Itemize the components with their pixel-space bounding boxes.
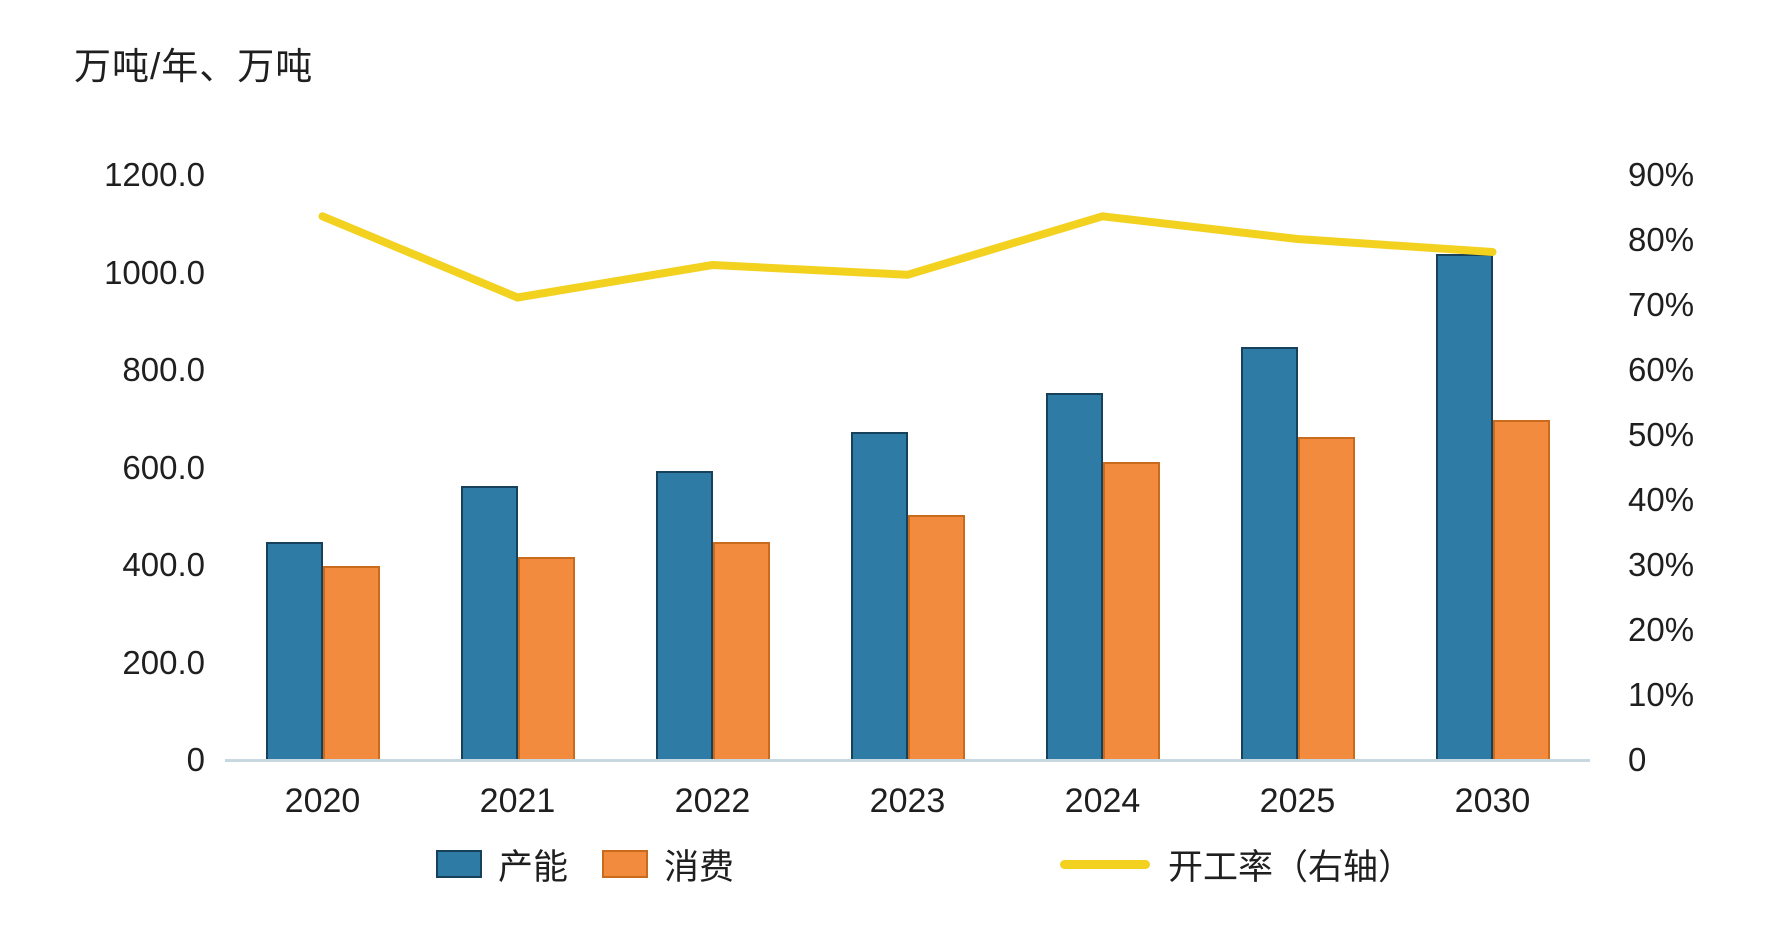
- consumption-swatch-icon: [602, 850, 648, 878]
- axis-unit-label: 万吨/年、万吨: [74, 46, 314, 87]
- left-axis-tick: 200.0: [122, 643, 205, 681]
- x-axis-label: 2024: [1064, 782, 1141, 820]
- x-axis-label: 2021: [479, 782, 556, 820]
- right-axis-tick: 70%: [1628, 286, 1695, 323]
- legend-item-operating-rate: 开工率（右轴）: [1060, 842, 1413, 887]
- right-axis-tick: 10%: [1628, 676, 1695, 713]
- capacity-bar-2021: [460, 486, 518, 759]
- right-axis-tick: 90%: [1628, 156, 1695, 193]
- right-axis-tick: 0: [1628, 741, 1647, 778]
- right-axis-tick: 50%: [1628, 416, 1695, 453]
- legend-item-capacity: 产能: [436, 842, 568, 887]
- x-axis-label: 2020: [284, 782, 361, 820]
- plot-area: [225, 174, 1590, 762]
- capacity-swatch-icon: [436, 850, 482, 878]
- x-axis-label: 2030: [1454, 782, 1531, 820]
- capacity-bar-2030: [1435, 254, 1493, 759]
- right-axis-tick: 60%: [1628, 351, 1695, 388]
- legend: 产能 消费 开工率（右轴）: [0, 842, 1772, 887]
- consumption-bar-2024: [1102, 462, 1160, 759]
- right-axis-tick: 40%: [1628, 481, 1695, 518]
- capacity-bar-2025: [1240, 347, 1298, 759]
- left-axis-tick: 800.0: [122, 351, 205, 388]
- left-axis-tick: 1200.0: [104, 156, 205, 193]
- right-axis-tick: 20%: [1628, 611, 1695, 648]
- legend-label-operating-rate: 开工率（右轴）: [1168, 847, 1414, 887]
- x-axis-label: 2022: [674, 782, 751, 820]
- capacity-bar-2024: [1045, 393, 1103, 759]
- capacity-bar-2023: [850, 432, 908, 759]
- right-axis-tick: 30%: [1628, 546, 1695, 583]
- capacity-bar-2022: [655, 471, 713, 759]
- left-axis-tick: 600.0: [122, 448, 205, 486]
- left-axis-tick: 1000.0: [104, 253, 205, 291]
- x-axis-label: 2025: [1259, 782, 1336, 820]
- legend-label-consumption: 消费: [664, 847, 735, 887]
- capacity-bar-2020: [265, 542, 323, 759]
- consumption-bar-2025: [1297, 437, 1355, 759]
- consumption-bar-2021: [517, 557, 575, 759]
- left-axis-tick: 400.0: [122, 546, 205, 583]
- consumption-bar-2020: [322, 566, 380, 759]
- consumption-bar-2022: [712, 542, 770, 759]
- consumption-bar-2023: [907, 515, 965, 759]
- left-axis-tick: 0: [186, 741, 205, 778]
- legend-item-consumption: 消费: [602, 842, 734, 887]
- operating-rate-line: [318, 212, 1497, 302]
- legend-label-capacity: 产能: [498, 847, 569, 887]
- operating-rate-line-icon: [1060, 859, 1150, 869]
- x-axis-label: 2023: [869, 782, 946, 820]
- right-axis-tick: 80%: [1628, 221, 1695, 258]
- consumption-bar-2030: [1492, 420, 1550, 759]
